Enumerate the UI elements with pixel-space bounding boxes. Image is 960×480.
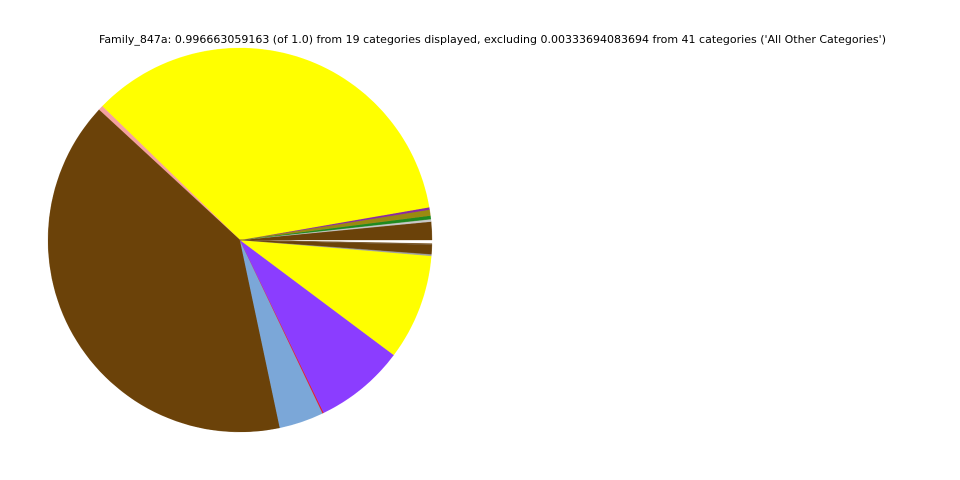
pie-slice-19	[239, 239, 433, 245]
chart-title: Family_847a: 0.996663059163 (of 1.0) fro…	[99, 33, 886, 46]
pie-slice-12	[239, 239, 432, 356]
pie-slice-6	[102, 47, 430, 241]
pie-slice-8	[47, 109, 281, 433]
